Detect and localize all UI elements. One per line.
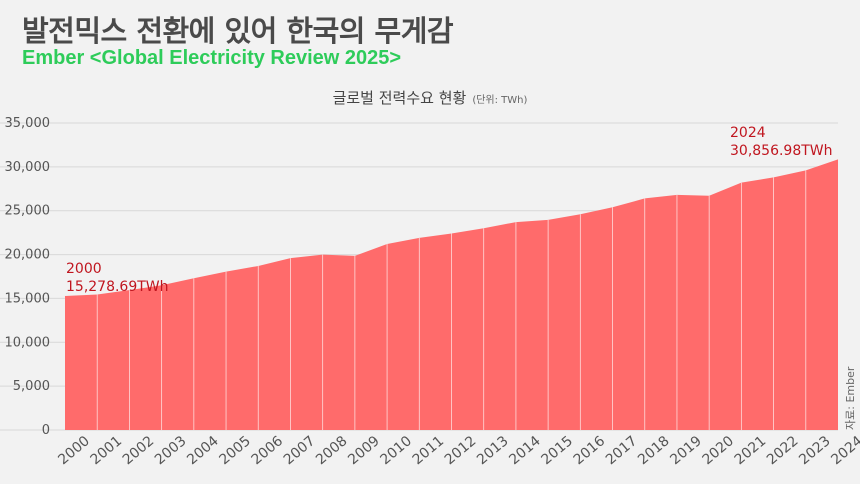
page-subtitle: Ember <Global Electricity Review 2025> <box>22 47 402 69</box>
y-tick-label: 0 <box>42 423 50 438</box>
x-tick-label: 2004 <box>184 433 222 468</box>
y-tick-label: 5,000 <box>13 379 50 394</box>
x-tick-label: 2024 <box>828 433 860 468</box>
x-tick-label: 2007 <box>281 433 319 468</box>
x-tick-label: 2018 <box>635 433 673 468</box>
x-tick-label: 2002 <box>120 433 158 468</box>
x-tick-label: 2008 <box>313 433 351 468</box>
annotation-year: 2024 <box>730 125 766 141</box>
x-tick-label: 2021 <box>732 433 770 468</box>
y-tick-label: 15,000 <box>5 291 51 306</box>
source-note: 자료: Ember <box>844 366 857 430</box>
x-tick-label: 2019 <box>667 433 705 468</box>
x-tick-label: 2022 <box>764 433 802 468</box>
y-tick-label: 25,000 <box>5 204 51 219</box>
x-tick-label: 2013 <box>474 433 512 468</box>
x-tick-label: 2003 <box>152 433 190 468</box>
annotation-value: 15,278.69TWh <box>66 279 169 295</box>
x-tick-label: 2005 <box>216 433 254 468</box>
y-tick-label: 10,000 <box>5 335 51 350</box>
x-tick-label: 2009 <box>345 433 383 468</box>
annotation-year: 2000 <box>66 261 102 277</box>
x-tick-label: 2000 <box>55 433 93 468</box>
x-tick-label: 2023 <box>796 433 834 468</box>
x-tick-label: 2001 <box>88 433 126 468</box>
x-tick-label: 2016 <box>571 433 609 468</box>
x-tick-label: 2020 <box>700 433 738 468</box>
y-tick-label: 35,000 <box>5 116 51 131</box>
x-tick-label: 2011 <box>410 433 448 468</box>
chart-title: 글로벌 전력수요 현황 (단위: TWh) <box>333 89 528 107</box>
x-tick-label: 2014 <box>506 433 544 468</box>
x-tick-label: 2017 <box>603 433 641 468</box>
annotation-value: 30,856.98TWh <box>730 143 833 159</box>
x-tick-label: 2012 <box>442 433 480 468</box>
x-tick-label: 2006 <box>249 433 287 468</box>
y-tick-label: 30,000 <box>5 160 51 175</box>
x-tick-label: 2015 <box>538 433 576 468</box>
x-tick-label: 2010 <box>377 433 415 468</box>
page-title: 발전믹스 전환에 있어 한국의 무게감 <box>22 14 454 48</box>
y-tick-label: 20,000 <box>5 248 51 263</box>
